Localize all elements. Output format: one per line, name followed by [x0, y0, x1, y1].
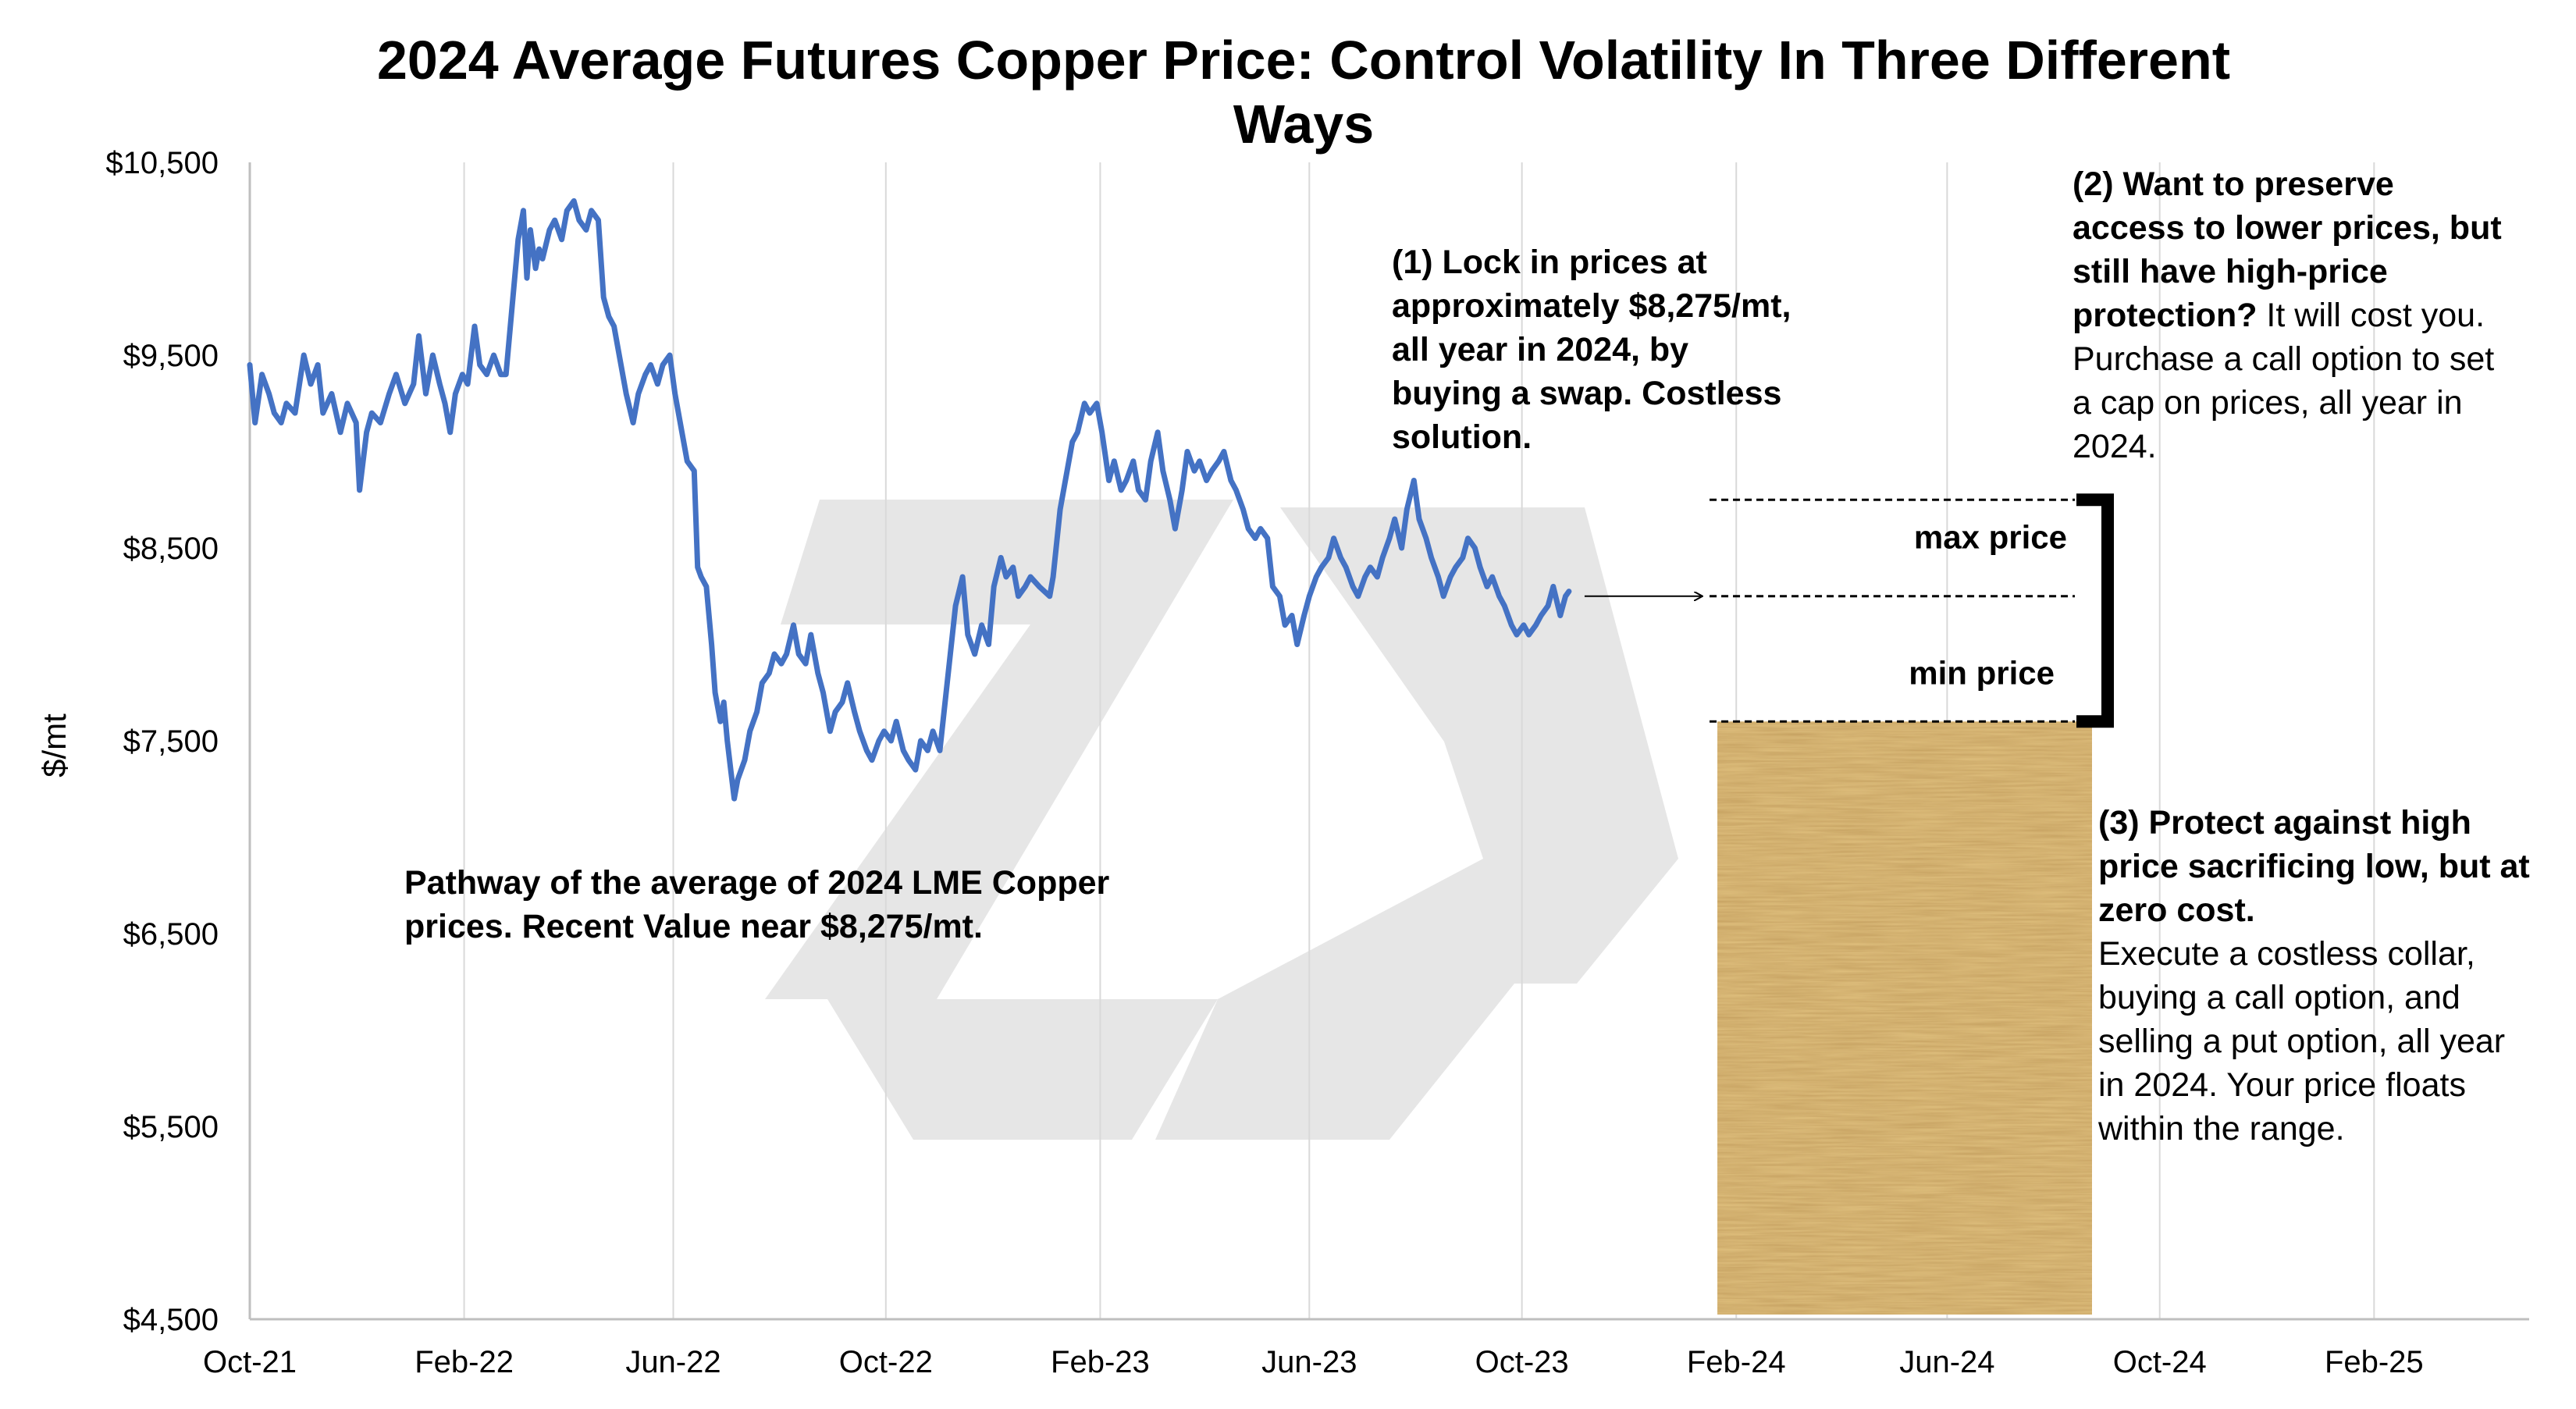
collar-range-area — [1717, 721, 2092, 1315]
collar-note-rest: Execute a costless collar, buying a call… — [2098, 935, 2506, 1147]
max-price-label: max price — [1914, 518, 2067, 555]
call-option-note-bold: (2) Want to preserve access to lower pri… — [2073, 165, 2502, 334]
series-line — [247, 197, 1572, 802]
x-tick-label: Oct-23 — [1475, 1345, 1569, 1379]
range-bracket — [2076, 493, 2114, 728]
collar-note: (3) Protect against high price sacrifici… — [2098, 801, 2535, 1151]
y-axis-label: $/mt — [36, 713, 73, 777]
call-option-note-rest: It will cost you. Purchase a call option… — [2073, 297, 2495, 465]
axes — [248, 162, 2529, 1321]
y-tick-label: $6,500 — [123, 917, 219, 952]
chart-title-line-2: Ways — [1233, 94, 1375, 155]
y-tick-labels: $4,500 $5,500 $6,500 $7,500 $8,500 $9,500 $10,… — [105, 146, 219, 1337]
x-tick-label: Feb-25 — [2325, 1345, 2424, 1379]
y-tick-label: $9,500 — [123, 339, 219, 373]
x-tick-label: Feb-22 — [415, 1345, 514, 1379]
y-tick-label: $7,500 — [123, 724, 219, 759]
y-tick-label: $4,500 — [123, 1303, 219, 1337]
min-price-label: min price — [1909, 654, 2055, 691]
y-tick-label: $10,500 — [105, 146, 219, 180]
swap-note: (1) Lock in prices at approximately $8,2… — [1392, 244, 1791, 456]
x-tick-label: Jun-24 — [1899, 1345, 1994, 1379]
x-tick-label: Feb-23 — [1051, 1345, 1150, 1379]
x-tick-label: Oct-24 — [2113, 1345, 2207, 1379]
chart-title: 2024 Average Futures Copper Price: Contr… — [0, 28, 2576, 156]
x-tick-label: Jun-22 — [625, 1345, 720, 1379]
x-tick-label: Feb-24 — [1687, 1345, 1786, 1379]
collar-note-bold: (3) Protect against high price sacrifici… — [2098, 804, 2530, 929]
call-option-note: (2) Want to preserve access to lower pri… — [2073, 162, 2510, 468]
y-tick-label: $5,500 — [123, 1110, 219, 1144]
x-tick-label: Oct-22 — [839, 1345, 933, 1379]
x-tick-label: Jun-23 — [1261, 1345, 1357, 1379]
y-tick-label: $8,500 — [123, 532, 219, 566]
x-tick-label: Oct-21 — [203, 1345, 297, 1379]
chart-title-line-1: 2024 Average Futures Copper Price: Contr… — [376, 30, 2231, 91]
x-tick-labels: Oct-21 Feb-22 Jun-22 Oct-22 Feb-23 Jun-23 Oct-… — [203, 1345, 2424, 1379]
watermark-logo — [765, 500, 1678, 1140]
pathway-note: Pathway of the average of 2024 LME Coppe… — [404, 864, 1110, 945]
